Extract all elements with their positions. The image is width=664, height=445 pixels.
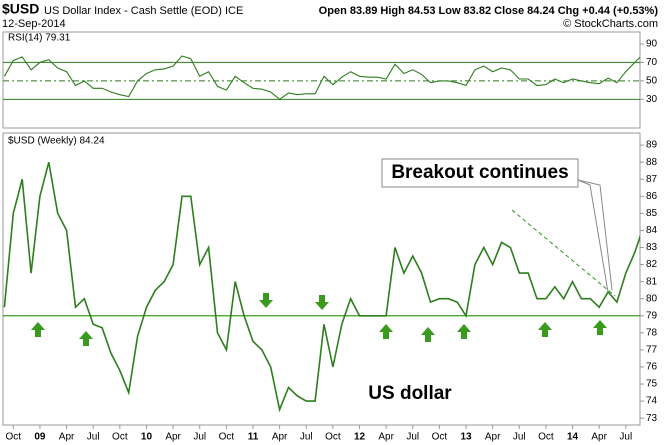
y-tick-label: 73 [646,413,658,424]
x-tick-label: Apr [485,432,501,443]
price-label: $USD (Weekly) 84.24 [8,136,105,147]
date: 12-Sep-2014 [2,18,66,30]
y-tick-label: 85 [646,208,658,219]
chart-title: US Dollar Index - Cash Settle (EOD) ICE [44,5,243,17]
x-tick-label: Jul [513,432,526,443]
x-tick-label: Apr [165,432,181,443]
rsi-line [3,55,640,100]
annotation: US dollar [368,383,452,404]
y-tick-label: 88 [646,157,658,168]
x-tick-label: Apr [272,432,288,443]
rsi-label: RSI(14) 79.31 [8,33,71,44]
y-tick-label: 87 [646,174,658,185]
y-tick-label: 83 [646,242,658,253]
x-tick-label: Oct [325,432,341,443]
pointer [577,179,609,293]
y-tick-label: 79 [646,310,658,321]
pointer [577,179,613,291]
y-tick-label: 50 [646,76,658,87]
y-tick-label: 74 [646,396,658,407]
y-tick-label: 77 [646,345,658,356]
x-tick-label: Jul [87,432,100,443]
x-tick-label: Jul [619,432,632,443]
rsi-panel [2,31,641,129]
symbol: $USD [2,1,39,17]
x-tick-label: 12 [354,432,366,443]
y-tick-label: 30 [646,94,658,105]
x-tick-label: Jul [193,432,206,443]
y-tick-label: 80 [646,293,658,304]
x-tick-label: Oct [219,432,235,443]
x-tick-label: Oct [112,432,128,443]
price-panel [2,132,641,426]
x-tick-label: Jul [406,432,419,443]
y-tick-label: 84 [646,225,658,236]
x-tick-label: Apr [591,432,607,443]
arrows [31,293,607,346]
x-tick-label: Oct [6,432,22,443]
y-tick-label: 89 [646,140,658,151]
x-tick-label: 10 [141,432,153,443]
x-tick-label: Oct [538,432,554,443]
x-tick-label: Apr [59,432,75,443]
x-tick-label: 11 [248,432,259,443]
y-tick-label: 90 [646,39,658,50]
credit: © StockCharts.com [563,18,658,30]
y-tick-label: 86 [646,191,658,202]
annotation: Breakout continues [391,162,568,183]
trendline [511,209,616,297]
y-tick-label: 82 [646,259,658,270]
y-tick-label: 70 [646,57,658,68]
y-tick-label: 76 [646,362,658,373]
y-tick-label: 75 [646,379,658,390]
y-tick-label: 81 [646,276,658,287]
x-tick-label: 09 [34,432,46,443]
x-tick-label: 13 [460,432,472,443]
annotation-box [381,158,579,188]
price-line [3,161,640,413]
x-tick-label: Apr [378,432,394,443]
quote: Open 83.89 High 84.53 Low 83.82 Close 84… [319,5,659,17]
x-tick-label: Oct [432,432,448,443]
y-tick-label: 78 [646,327,658,338]
x-tick-label: 14 [567,432,579,443]
x-tick-label: Jul [300,432,313,443]
